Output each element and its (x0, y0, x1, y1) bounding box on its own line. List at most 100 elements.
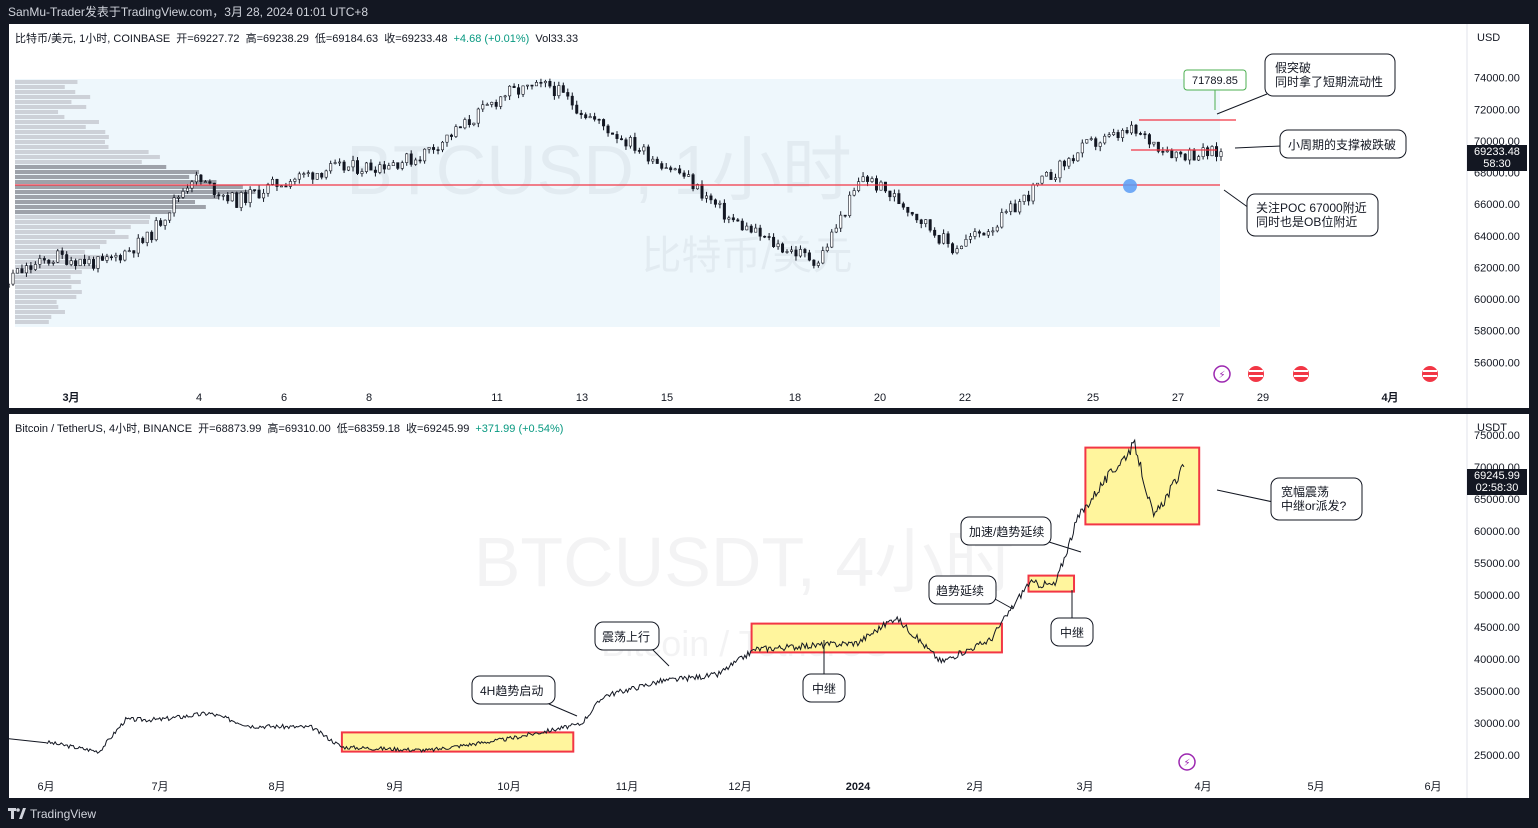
callout-support-broken[interactable]: 小周期的支撑被跌破 (1234, 129, 1407, 159)
callout-poc-line1: 关注POC 67000附近 (1256, 200, 1367, 215)
y-tick-label: 30000.00 (1474, 718, 1520, 730)
candle-body (713, 199, 717, 205)
candle-body (530, 84, 534, 87)
candle-body (1000, 212, 1004, 228)
y-tick-label: 70000.00 (1474, 136, 1520, 148)
candle-body (226, 194, 230, 202)
callout-false-breakout[interactable]: 假突破 同时拿了短期流动性 (1216, 53, 1396, 115)
y-tick-label: 65000.00 (1474, 494, 1520, 506)
x-tick-label: 22 (959, 392, 971, 404)
candle-body (995, 226, 999, 232)
watermark-name: 比特币/美元 (641, 234, 852, 278)
candle-body (964, 239, 968, 247)
candle-body (1188, 149, 1192, 161)
candle-body (1170, 150, 1174, 159)
candle-body (279, 185, 283, 188)
currency-label[interactable]: USDT (1477, 422, 1507, 434)
candle-body (512, 85, 516, 88)
candle-body (373, 169, 377, 173)
candle-body (262, 192, 266, 199)
candle-body (1174, 151, 1178, 159)
symbol-label[interactable]: 比特币/美元, 1小时, COINBASE (15, 33, 171, 45)
price-axis: 56000.00 58000.00 60000.00 62000.00 64000.00… (1474, 73, 1520, 370)
candle-body (141, 237, 145, 243)
candle-body (288, 181, 292, 187)
candle-body (879, 181, 883, 191)
volume-profile-bar (15, 140, 105, 144)
candle-body (1031, 184, 1035, 202)
chart-canvas-2[interactable]: BTCUSDT, 4小时 Bitcoin / TetherUS 25000.00… (9, 414, 1529, 798)
volume-profile-bar (15, 295, 77, 299)
chart-canvas-1[interactable]: BTCUSD, 1小时 比特币/美元 56000.00 58000.00 60000… (9, 24, 1529, 408)
candle-body (409, 153, 413, 165)
candle-body (704, 195, 708, 199)
candle-body (503, 95, 507, 98)
candle-body (1210, 146, 1214, 157)
candle-body (320, 173, 324, 178)
candle-body (382, 164, 386, 170)
candle-body (87, 259, 91, 265)
volume-profile-bar (15, 210, 172, 214)
candle-body (977, 231, 981, 234)
event-icons[interactable]: ⚡ (1178, 753, 1196, 771)
volume-profile-bar (15, 100, 72, 104)
consolidation-box (1084, 446, 1201, 526)
candle-body (1143, 133, 1147, 136)
candle-body (414, 159, 418, 165)
callout-wide-range[interactable]: 宽幅震荡 中继or派发? (1216, 477, 1363, 521)
candle-body (293, 178, 297, 182)
candle-body (145, 231, 149, 243)
candle-body (534, 82, 538, 87)
candle-body (378, 164, 382, 173)
callout-4h-trend-start[interactable]: 4H趋势启动 (471, 675, 578, 717)
tradingview-logo-icon (8, 808, 26, 819)
callout-oscillating-up[interactable]: 震荡上行 (594, 621, 670, 667)
volume-profile (15, 80, 256, 324)
candle-body (1147, 134, 1151, 145)
candle-body (789, 249, 793, 252)
callout-trend-continue[interactable]: 趋势延续 (928, 575, 1014, 610)
callout-acceleration[interactable]: 加速/趋势延续 (960, 516, 1082, 553)
callout-relay-small[interactable]: 中继 (1050, 590, 1094, 647)
chart-panel-btcusdt-4h[interactable]: BTCUSDT, 4小时 Bitcoin / TetherUS 25000.00… (9, 414, 1529, 798)
candle-body (494, 101, 498, 107)
candle-body (239, 192, 243, 208)
legend-ohlc: Bitcoin / TetherUS, 4小时, BINANCE 开=68873.… (15, 423, 564, 435)
countdown-text: 58:30 (1483, 158, 1511, 170)
event-icons[interactable]: ⚡ (1213, 365, 1438, 383)
candle-body (123, 250, 127, 261)
candle-body (606, 125, 610, 134)
candle-body (834, 227, 838, 233)
symbol-label[interactable]: Bitcoin / TetherUS, 4小时, BINANCE (15, 423, 193, 435)
callout-relay-mid[interactable]: 中继 (802, 640, 846, 703)
candle-body (763, 235, 767, 238)
callout-poc[interactable]: 关注POC 67000附近 同时也是OB位附近 (1223, 189, 1379, 237)
candle-body (973, 231, 977, 237)
watermark-symbol: BTCUSDT, 4小时 (474, 523, 1015, 601)
candle-body (1040, 175, 1044, 184)
volume-profile-bar (15, 110, 59, 114)
chart-panel-btcusd-1h[interactable]: BTCUSD, 1小时 比特币/美元 56000.00 58000.00 60000… (9, 24, 1529, 408)
candle-body (109, 256, 113, 259)
svg-text:⚡: ⚡ (1218, 370, 1225, 381)
volume-profile-bar (15, 230, 116, 234)
volume-profile-bar (15, 170, 200, 174)
volume-profile-bar (15, 90, 76, 94)
x-tick-label: 2月 (966, 781, 983, 793)
candle-body (114, 255, 118, 258)
currency-label[interactable]: USD (1477, 32, 1501, 44)
candle-body (611, 132, 615, 135)
x-tick-label: 27 (1172, 392, 1184, 404)
volume-profile-bar (15, 240, 107, 244)
volume-profile-bar (15, 120, 99, 124)
volume-profile-bar (15, 250, 85, 254)
candle-body (1165, 150, 1169, 153)
volume-profile-bar (15, 270, 82, 274)
volume-profile-bar (15, 280, 81, 284)
candle-body (619, 138, 623, 141)
candle-body (1076, 152, 1080, 162)
candle-body (718, 202, 722, 205)
volume-profile-bar (15, 285, 72, 289)
lightning-icon (1178, 753, 1196, 771)
candle-body (449, 134, 453, 137)
